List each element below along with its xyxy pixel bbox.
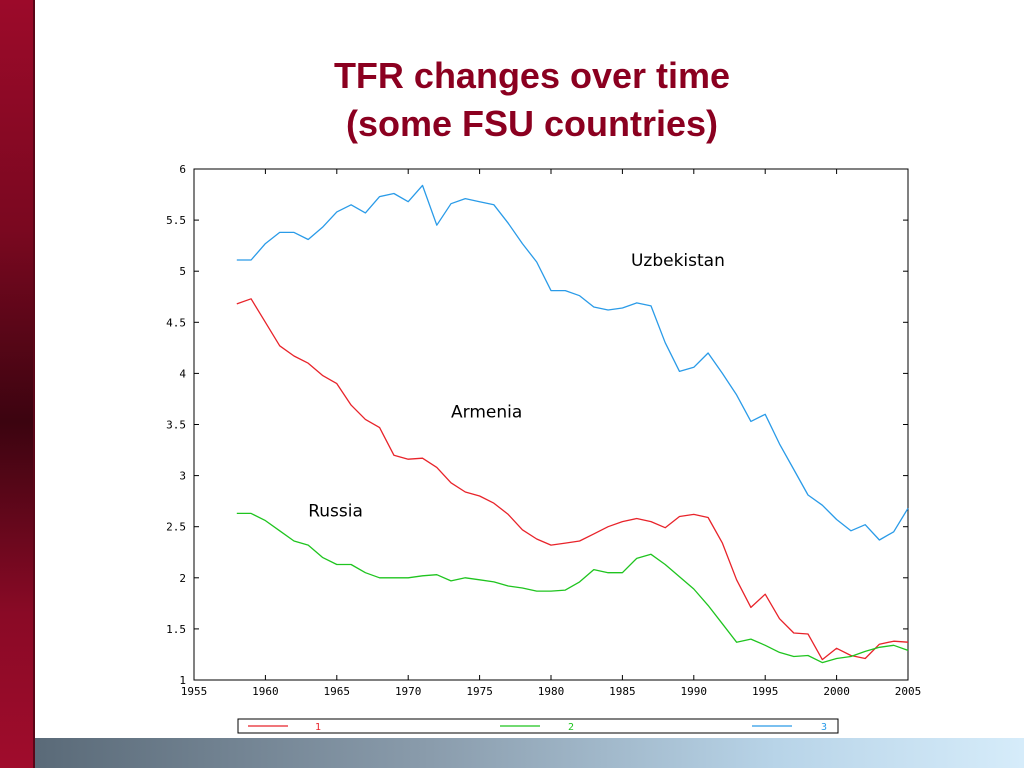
series-annotation-armenia: Armenia: [451, 402, 522, 422]
x-tick-label: 1960: [252, 685, 279, 698]
x-tick-label: 2000: [823, 685, 850, 698]
y-tick-label: 5: [179, 265, 186, 278]
series-line-armenia: [236, 298, 909, 661]
x-tick-label: 1985: [609, 685, 636, 698]
y-tick-label: 6: [179, 163, 186, 176]
y-tick-label: 2.5: [166, 521, 186, 534]
left-accent-bar: [0, 0, 35, 768]
plot-frame: [193, 168, 909, 681]
bottom-accent-bar: [35, 738, 1024, 768]
x-tick-label: 1955: [181, 685, 208, 698]
y-tick-label: 1.5: [166, 623, 186, 636]
y-tick-label: 5.5: [166, 214, 186, 227]
y-tick-label: 1: [179, 674, 186, 687]
series-annotation-uzbekistan: Uzbekistan: [631, 251, 725, 271]
x-tick-label: 1975: [466, 685, 493, 698]
slide-title: TFR changes over time (some FSU countrie…: [40, 52, 1024, 148]
x-tick-label: 1970: [395, 685, 422, 698]
legend-label-3: 3: [821, 722, 827, 733]
x-tick-label: 1980: [538, 685, 565, 698]
series-line-uzbekistan: [236, 184, 909, 541]
y-tick-label: 3.5: [166, 419, 186, 432]
y-tick-label: 3: [179, 470, 186, 483]
series-line-russia: [236, 512, 909, 664]
x-tick-label: 2005: [895, 685, 922, 698]
title-line-2: (some FSU countries): [345, 103, 719, 144]
y-tick-label: 4: [179, 367, 186, 380]
y-tick-label: 4.5: [166, 316, 186, 329]
title-line-1: TFR changes over time: [333, 55, 731, 96]
x-tick-label: 1965: [324, 685, 351, 698]
y-tick-label: 2: [179, 572, 186, 585]
x-tick-label: 1990: [681, 685, 708, 698]
legend-label-2: 2: [568, 722, 574, 733]
legend-label-1: 1: [315, 722, 321, 733]
series-annotation-russia: Russia: [308, 501, 363, 521]
x-tick-label: 1995: [752, 685, 779, 698]
